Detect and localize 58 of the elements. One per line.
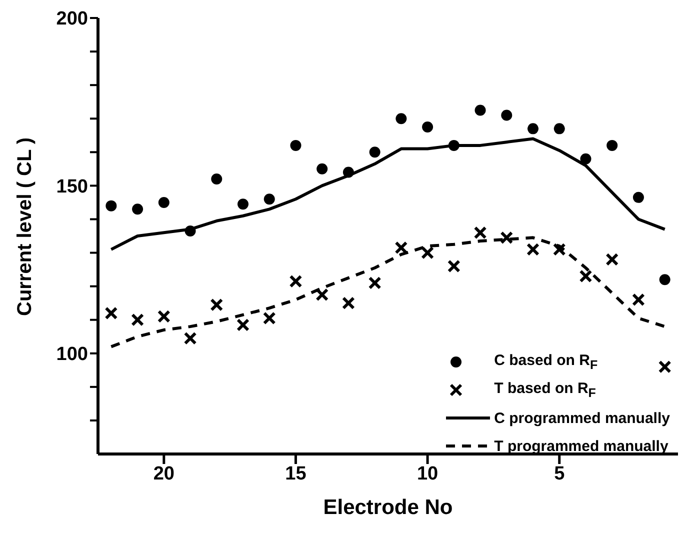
point xyxy=(157,310,170,323)
point xyxy=(552,242,566,256)
point xyxy=(632,192,644,203)
legend-label: C based on R$_{F}$ xyxy=(494,352,598,372)
point xyxy=(659,274,670,286)
point xyxy=(632,293,645,306)
point xyxy=(526,242,540,256)
point xyxy=(184,225,196,236)
point xyxy=(236,318,250,332)
x-tick-label: 5 xyxy=(554,463,566,484)
point xyxy=(131,313,144,326)
point xyxy=(290,140,302,151)
point xyxy=(474,104,486,116)
point xyxy=(104,306,118,320)
point xyxy=(262,312,276,325)
point xyxy=(289,274,302,288)
point xyxy=(421,246,434,260)
point xyxy=(106,200,117,212)
point xyxy=(210,298,224,312)
line-series xyxy=(110,137,666,251)
point xyxy=(501,110,512,121)
y-tick-label: 100 xyxy=(56,344,88,366)
point xyxy=(184,332,197,345)
point xyxy=(448,140,460,151)
x-tick-label: 10 xyxy=(416,463,438,484)
x-tick-label: 15 xyxy=(285,463,307,484)
point xyxy=(500,231,514,244)
legend-label: C programmed manually xyxy=(494,410,670,426)
y-tick-label: 200 xyxy=(56,8,88,30)
point xyxy=(554,123,565,134)
point xyxy=(238,198,248,210)
point xyxy=(368,276,382,290)
point xyxy=(396,113,407,124)
point xyxy=(580,153,592,164)
point xyxy=(658,360,672,374)
point xyxy=(211,173,222,184)
point xyxy=(606,140,618,151)
point xyxy=(316,288,329,302)
point xyxy=(158,196,170,208)
point xyxy=(342,166,354,178)
point xyxy=(447,260,460,273)
point xyxy=(264,194,275,205)
point xyxy=(422,122,434,132)
legend-label: T based on R$_{F}$ xyxy=(494,380,596,400)
point xyxy=(528,123,538,134)
x-axis-title: Electrode No xyxy=(323,496,453,519)
point xyxy=(132,204,144,215)
point xyxy=(474,226,487,240)
point xyxy=(394,241,408,254)
y-tick-label: 150 xyxy=(56,176,88,198)
y-axis-title: Current level ( CL ) xyxy=(14,137,36,316)
point xyxy=(316,163,328,174)
point xyxy=(606,252,619,266)
x-tick-label: 20 xyxy=(153,463,174,484)
point xyxy=(579,270,592,283)
point xyxy=(342,296,355,310)
point xyxy=(369,146,380,158)
legend-label: T programmed manually xyxy=(494,438,668,454)
